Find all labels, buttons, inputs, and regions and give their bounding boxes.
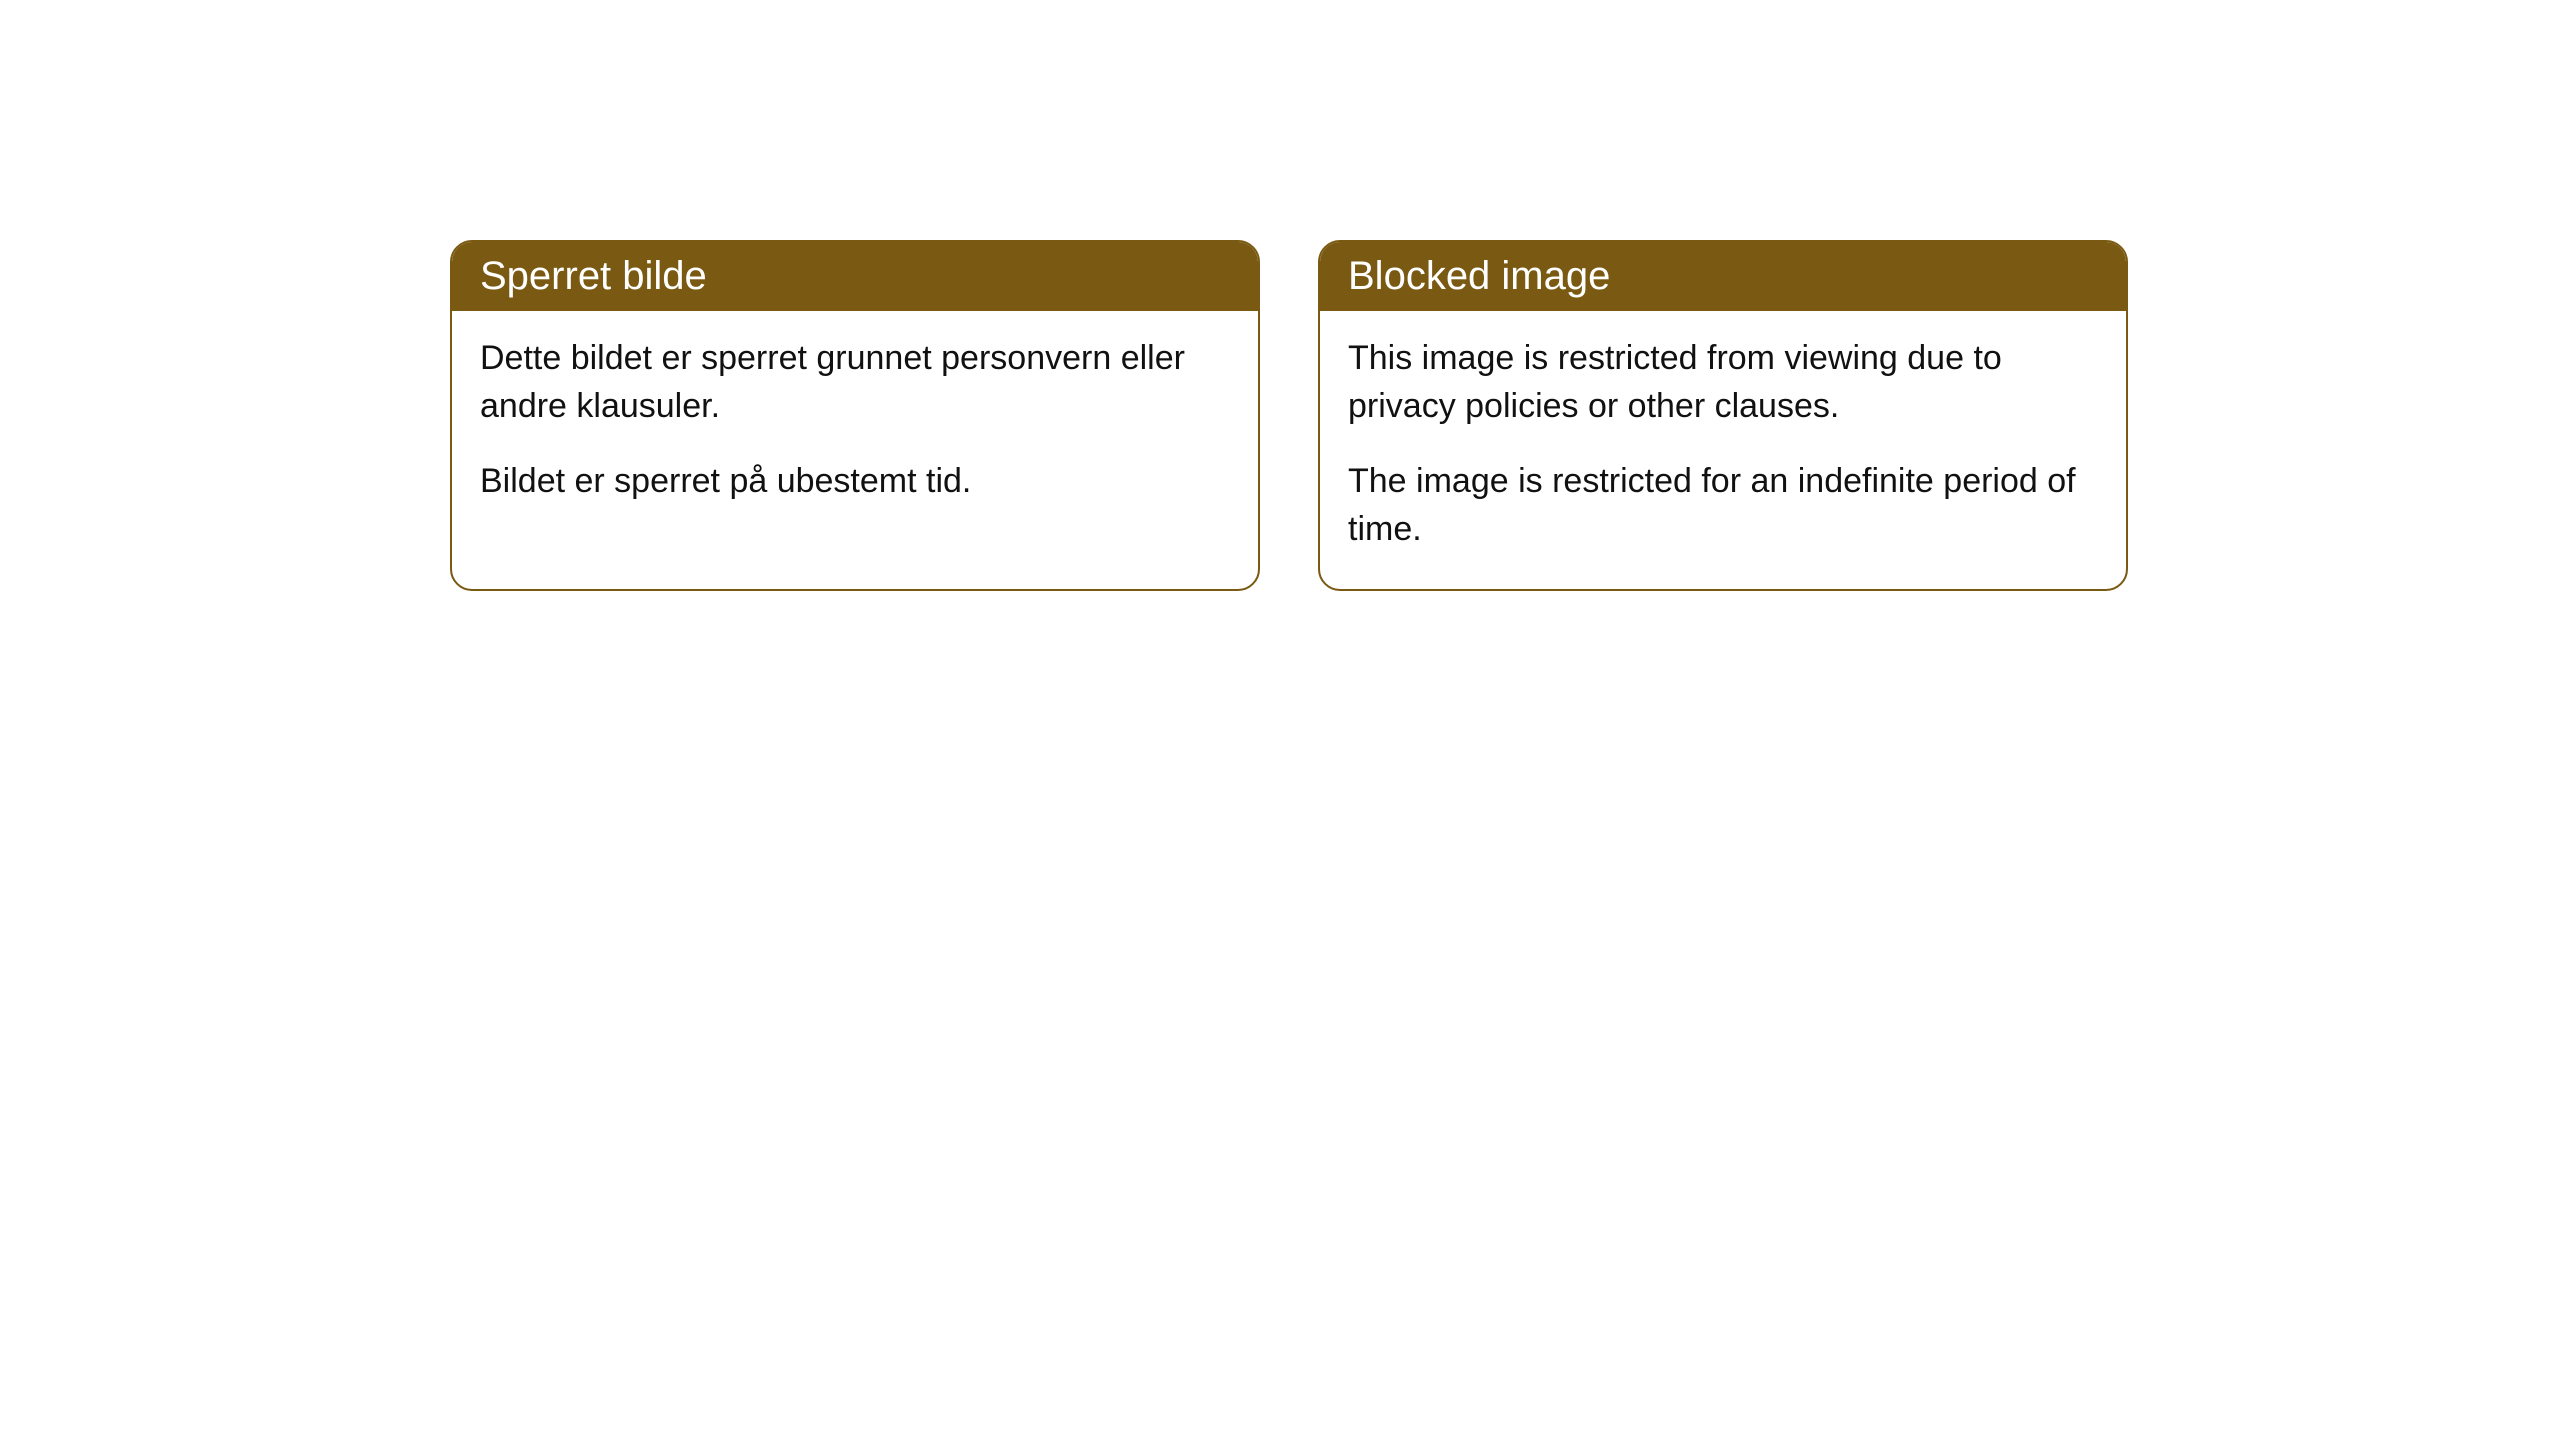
card-body: Dette bildet er sperret grunnet personve… xyxy=(452,311,1258,542)
notice-cards-container: Sperret bilde Dette bildet er sperret gr… xyxy=(450,240,2560,591)
card-body: This image is restricted from viewing du… xyxy=(1320,311,2126,589)
card-paragraph: This image is restricted from viewing du… xyxy=(1348,335,2098,430)
card-paragraph: Bildet er sperret på ubestemt tid. xyxy=(480,458,1230,506)
card-paragraph: Dette bildet er sperret grunnet personve… xyxy=(480,335,1230,430)
blocked-image-card-english: Blocked image This image is restricted f… xyxy=(1318,240,2128,591)
card-header: Sperret bilde xyxy=(452,242,1258,311)
blocked-image-card-norwegian: Sperret bilde Dette bildet er sperret gr… xyxy=(450,240,1260,591)
card-paragraph: The image is restricted for an indefinit… xyxy=(1348,458,2098,553)
card-header: Blocked image xyxy=(1320,242,2126,311)
